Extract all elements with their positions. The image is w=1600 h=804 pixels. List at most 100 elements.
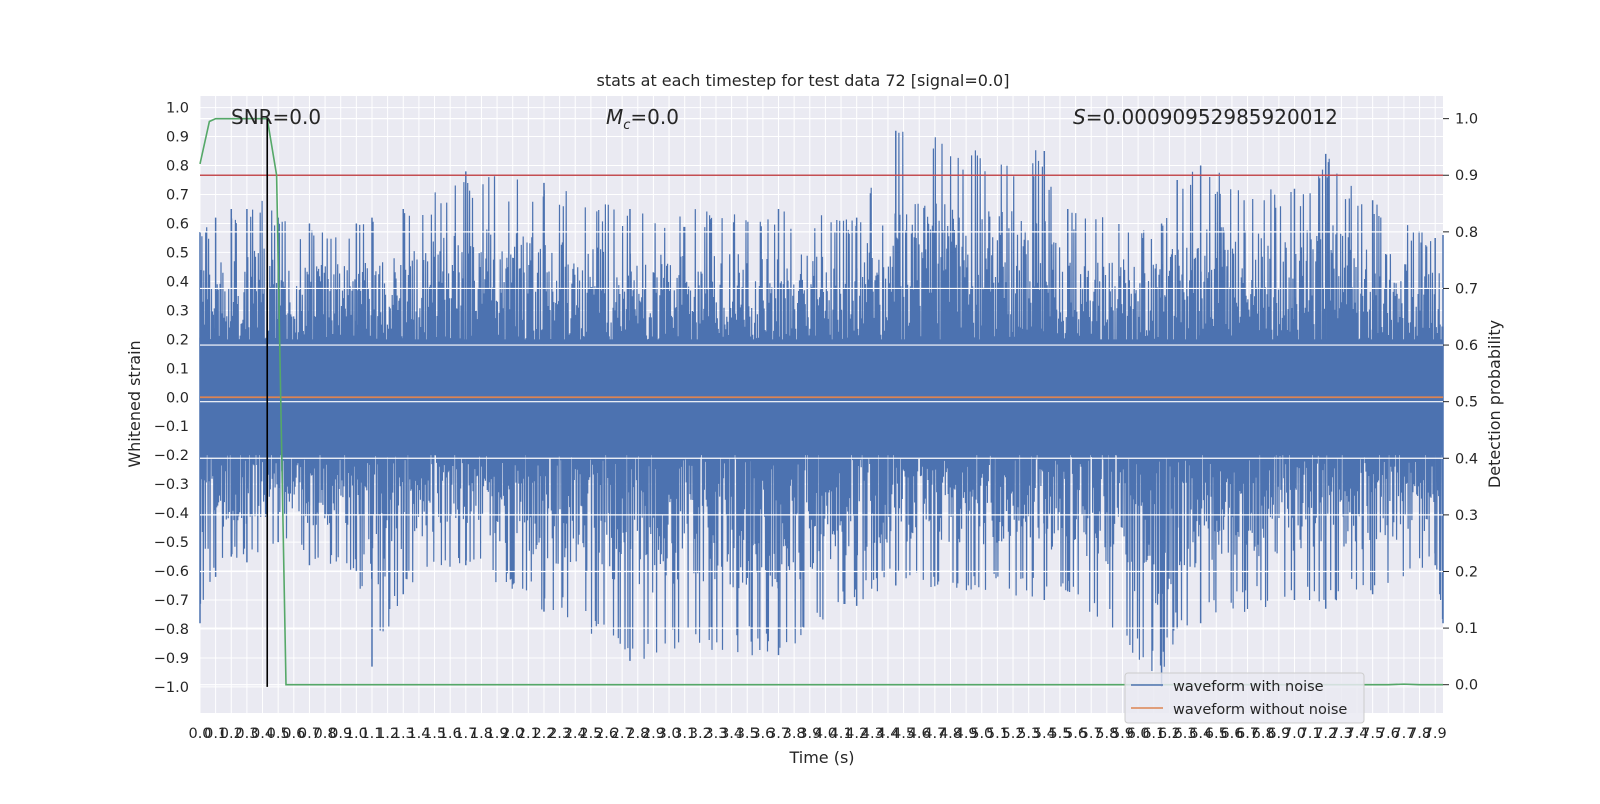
y-tick-label: −0.5: [154, 535, 189, 551]
x-tick-label: 2.5: [579, 726, 602, 742]
x-tick-label: 7.6: [1377, 726, 1400, 742]
series-line-detection-probability: [199, 117, 1443, 686]
x-tick-label: 3.6: [751, 726, 774, 742]
x-tick-label: 6.0: [1127, 726, 1150, 742]
y-tick-label: −1.0: [154, 680, 189, 696]
x-tick-label: 7.5: [1361, 726, 1384, 742]
legend: waveform with noise waveform without noi…: [1124, 672, 1365, 724]
x-tick-label: 7.2: [1314, 726, 1337, 742]
y2-tick-label: 0.1: [1455, 621, 1478, 637]
snr-annotation: SNR=0.0: [231, 105, 321, 129]
x-tick-label: 6.5: [1205, 726, 1228, 742]
x-tick-label: 1.2: [376, 726, 399, 742]
x-tick-label: 3.5: [736, 726, 759, 742]
y2-tick-label: 0.8: [1455, 225, 1478, 241]
y-tick-label: −0.8: [154, 622, 189, 638]
y-tick-label: −0.7: [154, 593, 189, 609]
x-tick-label: 6.3: [1173, 726, 1196, 742]
y-tick-label: 0.4: [166, 274, 189, 290]
y-tick-label: 0.1: [166, 361, 189, 377]
y-tick-label: −0.3: [154, 477, 189, 493]
y-tick-label: 1.0: [166, 101, 189, 117]
x-tick-label: 5.6: [1064, 726, 1087, 742]
legend-box: [1124, 672, 1365, 724]
x-tick-label: 4.9: [955, 726, 978, 742]
x-tick-label: 6.4: [1189, 726, 1212, 742]
x-tick-label: 3.3: [704, 726, 727, 742]
s-value: =0.00090952985920012: [1086, 105, 1338, 129]
x-tick-label: 7.0: [1283, 726, 1306, 742]
x-tick-label: 0.6: [282, 726, 305, 742]
x-tick-label: 7.8: [1408, 726, 1431, 742]
x-tick-label: 2.1: [517, 726, 540, 742]
y-tick-label: −0.2: [154, 448, 189, 464]
y-tick-label: 0.0: [166, 390, 189, 406]
x-tick-label: 4.8: [939, 726, 962, 742]
x-axis-label: Time (s): [788, 748, 854, 767]
mc-subscript: c: [623, 118, 630, 133]
x-tick-label: 0.9: [329, 726, 352, 742]
x-tick-label: 0.1: [204, 726, 227, 742]
x-tick-label: 2.3: [548, 726, 571, 742]
y2-tick-label: 0.2: [1455, 564, 1478, 580]
x-tick-label: 3.8: [783, 726, 806, 742]
y2-axis-label: Detection probability: [1485, 320, 1504, 488]
y2-tick-label: 0.3: [1455, 508, 1478, 524]
x-tick-label: 5.7: [1080, 726, 1103, 742]
x-tick-label: 0.2: [220, 726, 243, 742]
x-tick-label: 4.5: [892, 726, 915, 742]
mc-value: =0.0: [630, 105, 679, 129]
y2-tick-label: 1.0: [1455, 112, 1478, 128]
x-tick-label: 5.0: [970, 726, 993, 742]
x-tick-label: 1.9: [486, 726, 509, 742]
mc-symbol: M: [606, 105, 623, 129]
x-tick-label: 3.7: [767, 726, 790, 742]
x-tick-label: 5.2: [1002, 726, 1025, 742]
chart-title: stats at each timestep for test data 72 …: [597, 71, 1010, 90]
x-tick-label: 2.6: [595, 726, 618, 742]
y-tick-label: −0.6: [154, 564, 189, 580]
x-tick-label: 7.4: [1345, 726, 1368, 742]
y-tick-label: 0.7: [166, 187, 189, 203]
x-tick-label: 3.9: [798, 726, 821, 742]
y-tick-label: 0.6: [166, 216, 189, 232]
x-tick-label: 0.3: [235, 726, 258, 742]
overlay-lines: [199, 117, 1443, 687]
legend-label-waveform-with-noise: waveform with noise: [1173, 679, 1324, 695]
x-tick-label: 1.8: [470, 726, 493, 742]
y2-tick-label: 0.7: [1455, 281, 1478, 297]
right-axis-ticks: 0.0 0.1 0.2 0.3 0.4 0.5 0.6 0.7 0.8 0.9 1.0: [1443, 112, 1478, 694]
left-axis-ticks: −1.0 −0.9 −0.8 −0.7 −0.6 −0.5 −0.4 −0.3 −0.2 −0.1…: [154, 101, 189, 696]
x-tick-label: 7.3: [1330, 726, 1353, 742]
x-tick-label: 2.9: [642, 726, 665, 742]
y2-tick-label: 0.5: [1455, 395, 1478, 411]
x-tick-label: 3.4: [720, 726, 743, 742]
x-axis-ticks: 0.00.10.20.30.40.50.60.70.80.91.01.11.21…: [188, 726, 1446, 742]
y2-tick-label: 0.6: [1455, 338, 1478, 354]
y-tick-label: −0.1: [154, 419, 189, 435]
x-tick-label: 3.2: [689, 726, 712, 742]
s-annotation: S=0.00090952985920012: [1073, 105, 1338, 129]
y2-tick-label: 0.4: [1455, 451, 1478, 467]
y2-tick-label: 0.0: [1455, 678, 1478, 694]
x-tick-label: 2.0: [501, 726, 524, 742]
x-tick-label: 2.2: [532, 726, 555, 742]
x-tick-label: 0.4: [251, 726, 274, 742]
x-tick-label: 5.5: [1048, 726, 1071, 742]
x-tick-label: 3.0: [658, 726, 681, 742]
y2-tick-label: 0.9: [1455, 168, 1478, 184]
x-tick-label: 6.8: [1252, 726, 1275, 742]
s-symbol: S: [1073, 105, 1086, 129]
y-tick-label: 0.5: [166, 245, 189, 261]
x-tick-label: 0.0: [188, 726, 211, 742]
y-tick-label: −0.4: [154, 506, 189, 522]
x-tick-label: 4.3: [861, 726, 884, 742]
x-tick-label: 1.4: [407, 726, 430, 742]
x-tick-label: 1.6: [439, 726, 462, 742]
x-tick-label: 5.3: [1017, 726, 1040, 742]
x-tick-label: 6.9: [1267, 726, 1290, 742]
x-tick-label: 6.7: [1236, 726, 1259, 742]
x-tick-label: 4.7: [923, 726, 946, 742]
x-tick-label: 2.8: [626, 726, 649, 742]
